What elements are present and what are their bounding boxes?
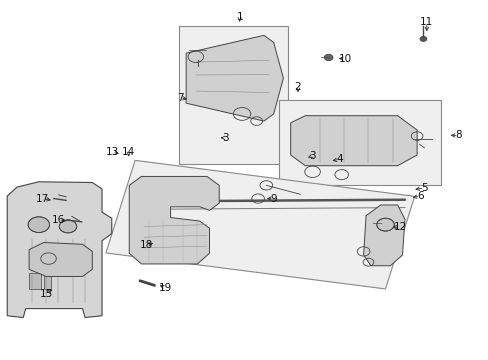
Text: 6: 6 [416, 191, 423, 201]
Circle shape [376, 218, 393, 231]
Text: 4: 4 [335, 154, 342, 164]
Text: 15: 15 [40, 289, 53, 298]
Polygon shape [129, 176, 219, 264]
Text: 18: 18 [140, 240, 153, 250]
Text: 16: 16 [52, 215, 65, 225]
Text: 5: 5 [420, 183, 427, 193]
Text: 13: 13 [105, 147, 119, 157]
Text: 7: 7 [177, 93, 183, 103]
Bar [278, 100, 441, 185]
Text: 11: 11 [419, 17, 432, 27]
Text: 19: 19 [159, 283, 172, 293]
Polygon shape [290, 116, 416, 166]
Text: 9: 9 [270, 194, 276, 203]
Text: 10: 10 [338, 54, 351, 64]
Circle shape [59, 220, 77, 233]
Text: 2: 2 [294, 82, 301, 92]
Text: 12: 12 [393, 222, 406, 232]
Text: 8: 8 [454, 130, 461, 140]
Text: 14: 14 [122, 147, 135, 157]
Bar [43, 273, 51, 289]
Polygon shape [7, 182, 112, 318]
Polygon shape [186, 35, 283, 121]
Circle shape [28, 217, 49, 233]
Text: 3: 3 [308, 151, 315, 161]
Circle shape [41, 253, 56, 264]
Circle shape [419, 36, 426, 41]
Text: 3: 3 [221, 133, 228, 143]
Text: 17: 17 [36, 194, 49, 203]
Circle shape [324, 54, 332, 61]
Bar [29, 273, 41, 289]
Polygon shape [106, 160, 414, 289]
Text: 1: 1 [236, 13, 243, 22]
Polygon shape [363, 205, 404, 266]
Polygon shape [29, 243, 92, 276]
Bar [179, 26, 287, 164]
